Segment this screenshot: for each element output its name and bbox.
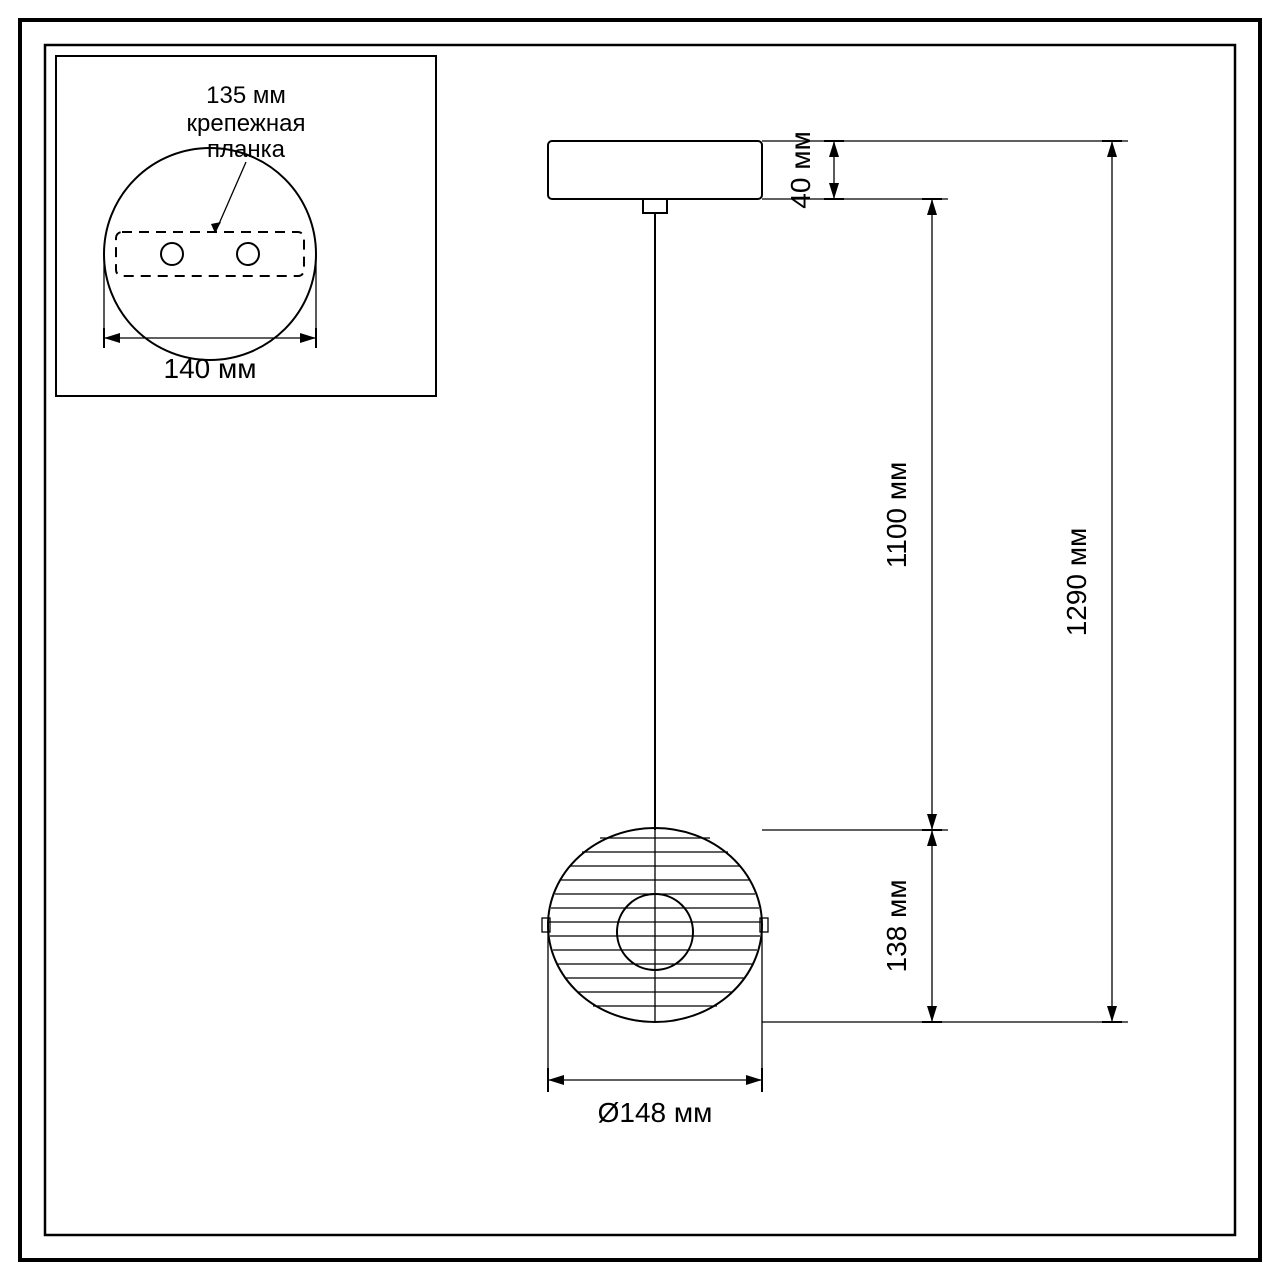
svg-text:140 мм: 140 мм [164,353,257,384]
pendant-elevation: Ø148 мм [542,141,768,1128]
dim-canopy-height: 40 мм [785,131,844,208]
svg-text:1100 мм: 1100 мм [881,462,912,569]
technical-drawing: 135 мм крепежная планка 140 мм [0,0,1280,1280]
dim-total-height: 1290 мм [1061,141,1122,1022]
inset-base-dim: 140 мм [104,254,316,384]
inset-note-line1: крепежная [187,110,306,137]
screw-hole-icon [161,243,183,265]
dim-cord-length: 1100 мм [881,199,942,830]
inset-note-line2: планка [207,136,286,163]
svg-text:1290 мм: 1290 мм [1061,528,1092,637]
canopy [548,141,762,199]
inset-bracket-dim: 135 мм [206,82,286,109]
outer-frame [20,20,1260,1260]
mounting-bracket-outline [116,232,304,276]
inset-top-view: 135 мм крепежная планка 140 мм [56,56,436,396]
dim-shade-height: 138 мм [881,830,942,1022]
svg-text:138 мм: 138 мм [881,880,912,973]
cord-grip [643,199,667,213]
shade [542,828,768,1022]
screw-hole-icon [237,243,259,265]
svg-text:40 мм: 40 мм [785,131,816,208]
svg-text:Ø148 мм: Ø148 мм [598,1097,713,1128]
inner-frame [45,45,1235,1235]
